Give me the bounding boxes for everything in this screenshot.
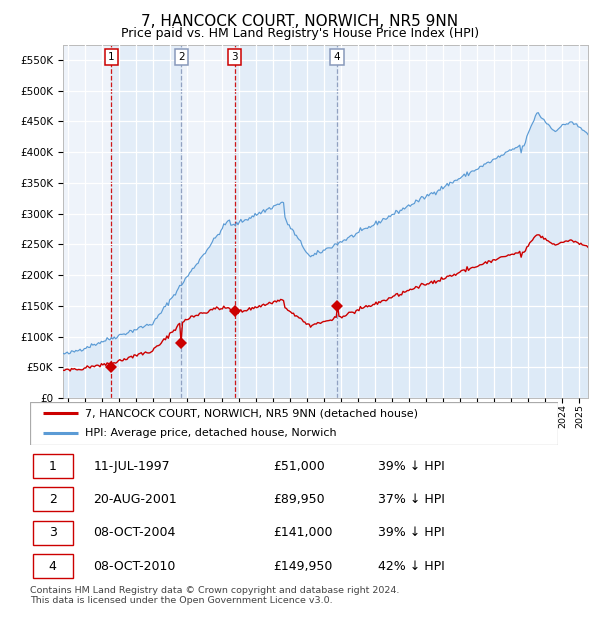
Text: 11-JUL-1997: 11-JUL-1997	[94, 459, 170, 472]
FancyBboxPatch shape	[33, 554, 73, 578]
Text: 08-OCT-2004: 08-OCT-2004	[94, 526, 176, 539]
Text: 39% ↓ HPI: 39% ↓ HPI	[378, 526, 445, 539]
Text: 7, HANCOCK COURT, NORWICH, NR5 9NN (detached house): 7, HANCOCK COURT, NORWICH, NR5 9NN (deta…	[85, 409, 418, 419]
FancyBboxPatch shape	[33, 521, 73, 545]
Text: 2: 2	[49, 493, 56, 506]
Text: HPI: Average price, detached house, Norwich: HPI: Average price, detached house, Norw…	[85, 428, 337, 438]
Bar	[111, 45, 181, 398]
Text: £149,950: £149,950	[273, 560, 332, 573]
Text: 3: 3	[49, 526, 56, 539]
Text: £141,000: £141,000	[273, 526, 332, 539]
FancyBboxPatch shape	[30, 402, 558, 445]
Text: 4: 4	[49, 560, 56, 573]
Text: 4: 4	[334, 52, 340, 62]
Text: 20-AUG-2001: 20-AUG-2001	[94, 493, 177, 506]
Text: 39% ↓ HPI: 39% ↓ HPI	[378, 459, 445, 472]
Text: Price paid vs. HM Land Registry's House Price Index (HPI): Price paid vs. HM Land Registry's House …	[121, 27, 479, 40]
Text: 42% ↓ HPI: 42% ↓ HPI	[378, 560, 445, 573]
Text: 3: 3	[232, 52, 238, 62]
Text: 1: 1	[108, 52, 115, 62]
Text: 2: 2	[178, 52, 185, 62]
FancyBboxPatch shape	[33, 454, 73, 478]
Text: Contains HM Land Registry data © Crown copyright and database right 2024.
This d: Contains HM Land Registry data © Crown c…	[30, 586, 400, 605]
Text: £51,000: £51,000	[273, 459, 325, 472]
Text: 7, HANCOCK COURT, NORWICH, NR5 9NN: 7, HANCOCK COURT, NORWICH, NR5 9NN	[142, 14, 458, 29]
Text: £89,950: £89,950	[273, 493, 325, 506]
FancyBboxPatch shape	[33, 487, 73, 511]
Text: 1: 1	[49, 459, 56, 472]
Bar	[235, 45, 337, 398]
Text: 37% ↓ HPI: 37% ↓ HPI	[378, 493, 445, 506]
Text: 08-OCT-2010: 08-OCT-2010	[94, 560, 176, 573]
